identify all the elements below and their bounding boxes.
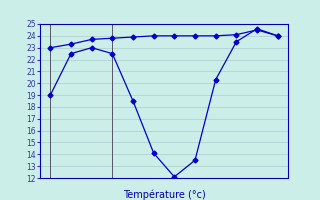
X-axis label: Température (°c): Température (°c) — [123, 189, 205, 200]
